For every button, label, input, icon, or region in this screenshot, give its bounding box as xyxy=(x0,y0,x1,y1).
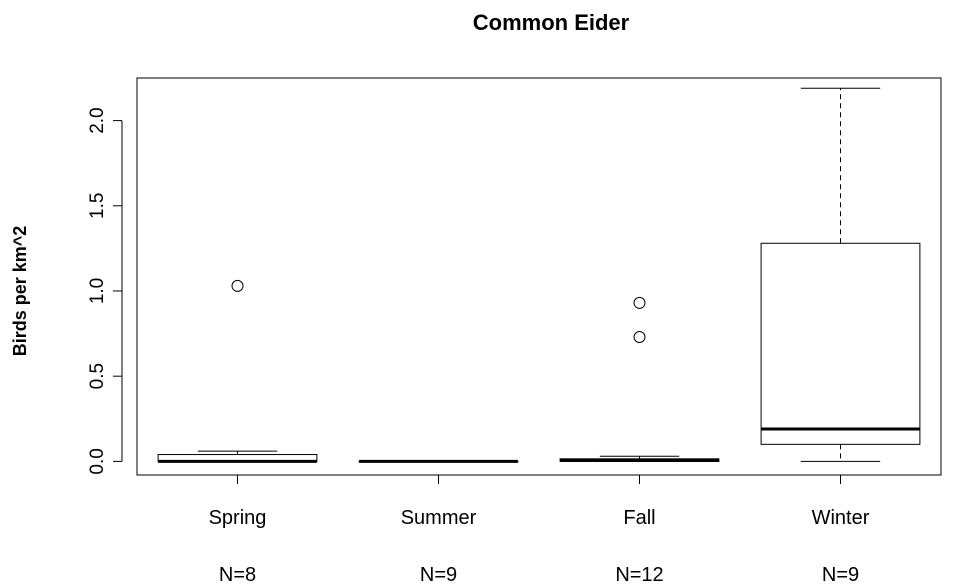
y-axis: 0.0 0.5 1.0 1.5 2.0 xyxy=(87,107,123,475)
y-axis-label: Birds per km^2 xyxy=(10,226,30,357)
y-tick-label: 1.5 xyxy=(87,193,108,219)
outlier-point xyxy=(231,279,244,292)
x-axis: Spring N=8 Summer N=9 Fall N=12 Winter N=9 xyxy=(209,474,870,584)
boxes-group xyxy=(157,87,921,463)
box-iqr xyxy=(760,242,921,445)
y-tick-label: 1.0 xyxy=(87,278,108,304)
sample-size-label: N=9 xyxy=(822,564,859,584)
outlier-point xyxy=(633,296,646,309)
sample-size-label: N=9 xyxy=(420,564,457,584)
x-tick-label: Summer xyxy=(401,507,477,529)
box-summer xyxy=(358,459,519,463)
box-winter xyxy=(760,87,921,462)
y-tick-label: 0.0 xyxy=(87,448,108,474)
x-tick-label: Fall xyxy=(623,507,655,529)
x-tick-label: Winter xyxy=(812,507,870,529)
chart-title: Common Eider xyxy=(473,10,630,35)
x-tick-label: Spring xyxy=(209,507,267,529)
sample-size-label: N=12 xyxy=(615,564,663,584)
box-spring xyxy=(157,279,318,463)
box-fall xyxy=(559,296,720,463)
y-tick-label: 2.0 xyxy=(87,107,108,133)
y-tick-label: 0.5 xyxy=(87,363,108,389)
sample-size-label: N=8 xyxy=(219,564,256,584)
outlier-point xyxy=(633,330,646,343)
